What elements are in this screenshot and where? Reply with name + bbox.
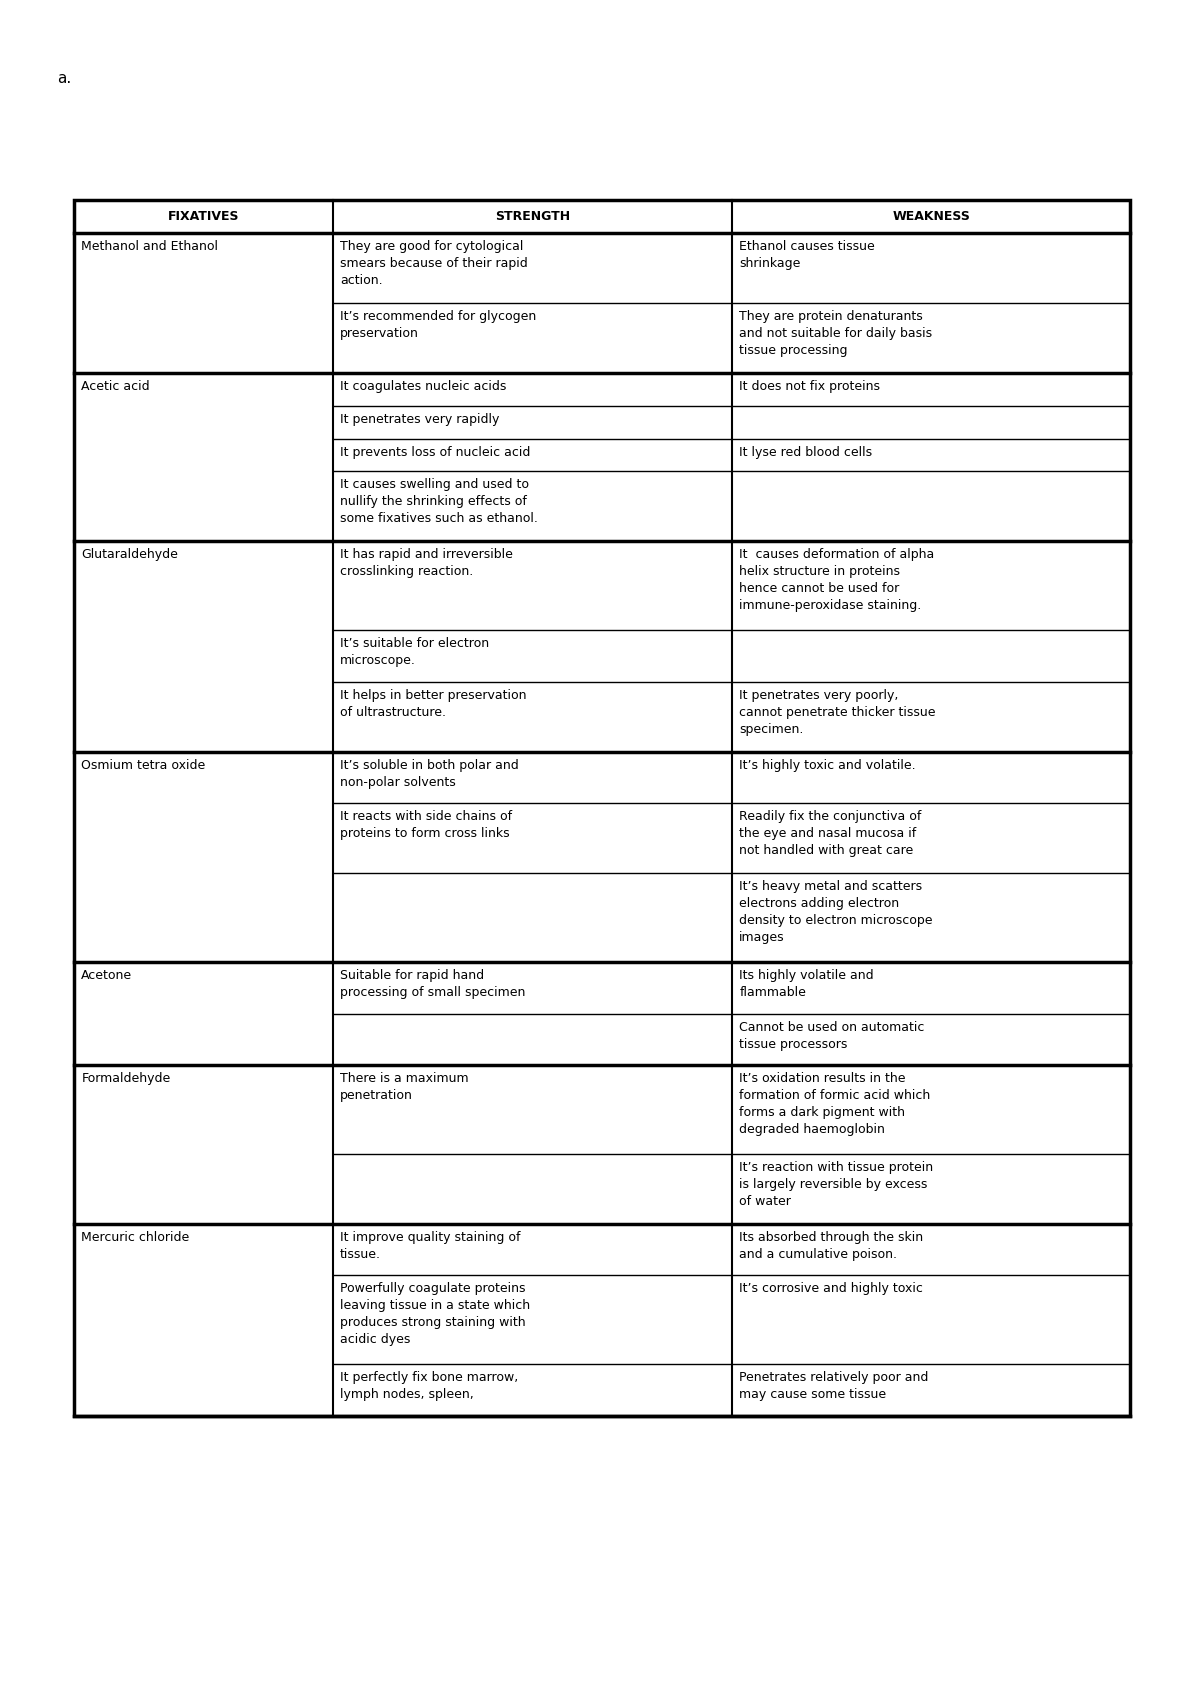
Text: It’s heavy metal and scatters
electrons adding electron
density to electron micr: It’s heavy metal and scatters electrons …	[739, 880, 932, 944]
Bar	[74, 200, 1130, 1416]
Text: a.: a.	[58, 71, 72, 87]
Text: Its absorbed through the skin
and a cumulative poison.: Its absorbed through the skin and a cumu…	[739, 1231, 923, 1262]
Text: It improve quality staining of
tissue.: It improve quality staining of tissue.	[340, 1231, 521, 1262]
Text: Mercuric chloride: Mercuric chloride	[82, 1231, 190, 1245]
Text: Methanol and Ethanol: Methanol and Ethanol	[82, 239, 218, 253]
Text: It coagulates nucleic acids: It coagulates nucleic acids	[340, 380, 506, 394]
Text: WEAKNESS: WEAKNESS	[893, 211, 971, 222]
Text: It prevents loss of nucleic acid: It prevents loss of nucleic acid	[340, 445, 530, 458]
Text: Formaldehyde: Formaldehyde	[82, 1071, 170, 1085]
Text: Readily fix the conjunctiva of
the eye and nasal mucosa if
not handled with grea: Readily fix the conjunctiva of the eye a…	[739, 810, 922, 857]
Text: It has rapid and irreversible
crosslinking reaction.: It has rapid and irreversible crosslinki…	[340, 548, 512, 579]
Text: It’s highly toxic and volatile.: It’s highly toxic and volatile.	[739, 759, 916, 771]
Text: Penetrates relatively poor and
may cause some tissue: Penetrates relatively poor and may cause…	[739, 1372, 929, 1401]
Text: STRENGTH: STRENGTH	[496, 211, 570, 222]
Text: It’s soluble in both polar and
non-polar solvents: It’s soluble in both polar and non-polar…	[340, 759, 518, 788]
Text: It’s recommended for glycogen
preservation: It’s recommended for glycogen preservati…	[340, 311, 536, 340]
Text: It’s suitable for electron
microscope.: It’s suitable for electron microscope.	[340, 637, 490, 667]
Text: Its highly volatile and
flammable: Its highly volatile and flammable	[739, 970, 874, 998]
Text: It does not fix proteins: It does not fix proteins	[739, 380, 881, 394]
Text: It causes swelling and used to
nullify the shrinking effects of
some fixatives s: It causes swelling and used to nullify t…	[340, 479, 538, 525]
Text: Ethanol causes tissue
shrinkage: Ethanol causes tissue shrinkage	[739, 239, 875, 270]
Text: FIXATIVES: FIXATIVES	[168, 211, 240, 222]
Text: It helps in better preservation
of ultrastructure.: It helps in better preservation of ultra…	[340, 689, 527, 718]
Text: Osmium tetra oxide: Osmium tetra oxide	[82, 759, 205, 771]
Text: It perfectly fix bone marrow,
lymph nodes, spleen,: It perfectly fix bone marrow, lymph node…	[340, 1372, 518, 1401]
Text: Cannot be used on automatic
tissue processors: Cannot be used on automatic tissue proce…	[739, 1020, 925, 1051]
Text: It reacts with side chains of
proteins to form cross links: It reacts with side chains of proteins t…	[340, 810, 512, 841]
Text: They are good for cytological
smears because of their rapid
action.: They are good for cytological smears bec…	[340, 239, 528, 287]
Text: It penetrates very poorly,
cannot penetrate thicker tissue
specimen.: It penetrates very poorly, cannot penetr…	[739, 689, 936, 735]
Text: It penetrates very rapidly: It penetrates very rapidly	[340, 413, 499, 426]
Text: Acetone: Acetone	[82, 970, 132, 981]
Text: Powerfully coagulate proteins
leaving tissue in a state which
produces strong st: Powerfully coagulate proteins leaving ti…	[340, 1282, 530, 1347]
Text: It  causes deformation of alpha
helix structure in proteins
hence cannot be used: It causes deformation of alpha helix str…	[739, 548, 935, 613]
Text: There is a maximum
penetration: There is a maximum penetration	[340, 1071, 469, 1102]
Text: They are protein denaturants
and not suitable for daily basis
tissue processing: They are protein denaturants and not sui…	[739, 311, 932, 357]
Text: Suitable for rapid hand
processing of small specimen: Suitable for rapid hand processing of sm…	[340, 970, 526, 998]
Text: Glutaraldehyde: Glutaraldehyde	[82, 548, 179, 562]
Text: Acetic acid: Acetic acid	[82, 380, 150, 394]
Text: It’s corrosive and highly toxic: It’s corrosive and highly toxic	[739, 1282, 923, 1296]
Text: It’s oxidation results in the
formation of formic acid which
forms a dark pigmen: It’s oxidation results in the formation …	[739, 1071, 930, 1136]
Text: It lyse red blood cells: It lyse red blood cells	[739, 445, 872, 458]
Text: It’s reaction with tissue protein
is largely reversible by excess
of water: It’s reaction with tissue protein is lar…	[739, 1161, 934, 1207]
